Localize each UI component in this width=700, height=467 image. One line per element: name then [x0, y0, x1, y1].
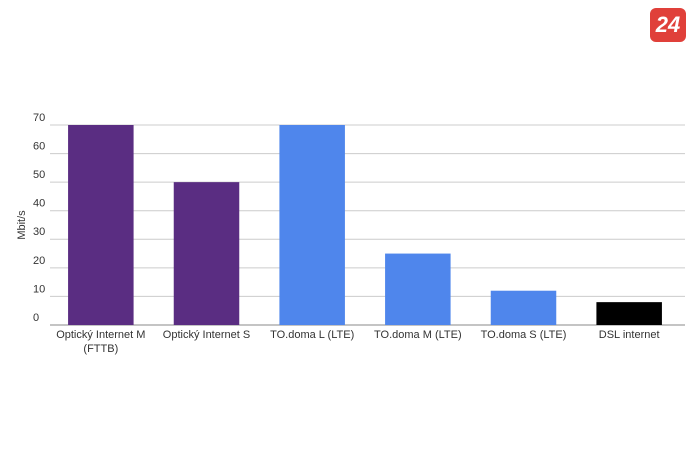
y-tick-label: 30 [33, 226, 45, 238]
y-tick-label: 70 [33, 112, 45, 124]
logo: 24 [650, 8, 686, 42]
y-tick-label: 60 [33, 140, 45, 152]
y-tick-label: 40 [33, 198, 45, 210]
y-tick-label: 20 [33, 255, 45, 267]
y-tick-label: 10 [33, 283, 45, 295]
x-tick-label: Optický Internet S [162, 329, 251, 341]
bar [490, 290, 557, 325]
x-tick-label: TO.doma L (LTE) [270, 329, 355, 341]
x-tick-label: Optický Internet M (FTTB) [56, 329, 146, 355]
bar [173, 182, 240, 325]
y-tick-label: 0 [33, 312, 39, 324]
bar [385, 253, 451, 325]
bar [279, 125, 345, 325]
x-tick-label: TO.doma M (LTE) [374, 329, 462, 341]
x-tick-label: DSL internet [598, 329, 660, 341]
y-tick-label: 50 [33, 169, 45, 181]
bar [596, 302, 662, 325]
x-tick-label: TO.doma S (LTE) [480, 329, 567, 341]
y-axis-label: Mbit/s [16, 210, 28, 240]
bar [68, 125, 134, 325]
